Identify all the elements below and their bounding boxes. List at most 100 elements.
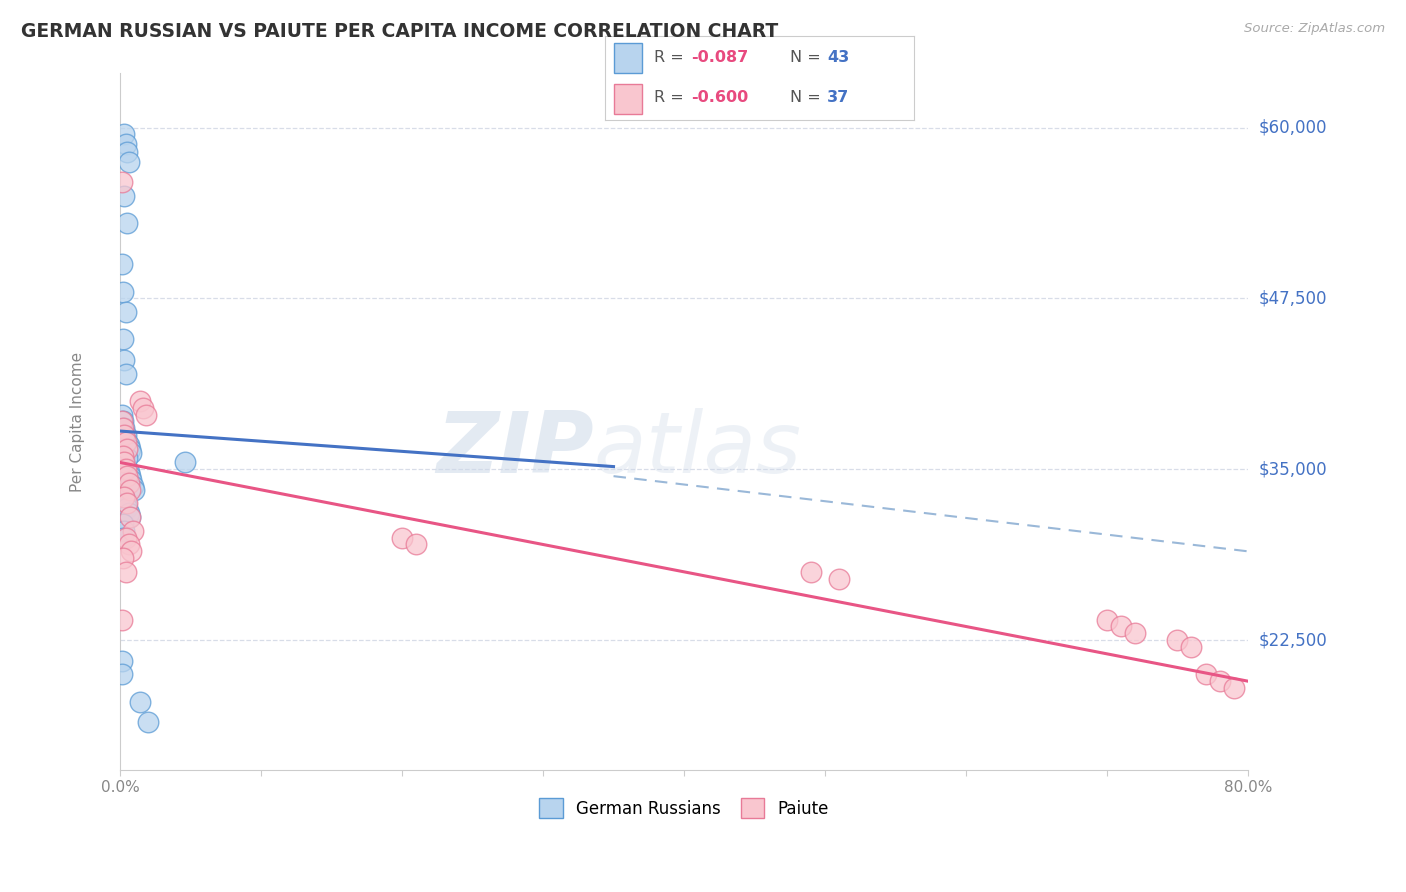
Text: GERMAN RUSSIAN VS PAIUTE PER CAPITA INCOME CORRELATION CHART: GERMAN RUSSIAN VS PAIUTE PER CAPITA INCO… [21, 22, 779, 41]
Point [114, 428, 136, 442]
Point [134, 408, 156, 422]
Point [121, 479, 143, 493]
Point [111, 285, 134, 299]
Text: R =: R = [654, 50, 689, 65]
Text: N =: N = [790, 90, 827, 105]
Point [115, 500, 138, 515]
Point [1180, 640, 1202, 654]
Point [114, 496, 136, 510]
Point [138, 715, 160, 730]
Point [1194, 667, 1216, 681]
Text: $60,000: $60,000 [1258, 119, 1327, 136]
Point [110, 257, 132, 271]
Text: ZIP: ZIP [436, 408, 593, 491]
Point [117, 154, 139, 169]
Text: $22,500: $22,500 [1258, 632, 1327, 649]
Point [1095, 613, 1118, 627]
Point [115, 216, 138, 230]
Point [111, 531, 134, 545]
Point [120, 446, 142, 460]
Point [112, 455, 135, 469]
Point [117, 506, 139, 520]
Text: Source: ZipAtlas.com: Source: ZipAtlas.com [1244, 22, 1385, 36]
Point [118, 510, 141, 524]
Point [174, 455, 197, 469]
Point [111, 449, 134, 463]
Text: N =: N = [790, 50, 827, 65]
Point [111, 333, 134, 347]
Point [131, 401, 153, 415]
Bar [614, 84, 641, 113]
Point [114, 367, 136, 381]
Point [118, 510, 141, 524]
Point [115, 462, 138, 476]
Point [115, 469, 138, 483]
Point [1123, 626, 1146, 640]
Bar [614, 44, 641, 73]
Point [112, 421, 135, 435]
Point [117, 465, 139, 479]
Point [110, 667, 132, 681]
Point [800, 565, 823, 579]
Text: -0.087: -0.087 [692, 50, 748, 65]
Point [118, 442, 141, 456]
Point [112, 128, 135, 142]
Point [114, 305, 136, 319]
Point [120, 544, 142, 558]
Point [118, 469, 141, 483]
Point [111, 421, 134, 435]
Point [1208, 674, 1230, 689]
Point [110, 654, 132, 668]
Point [114, 531, 136, 545]
Text: Per Capita Income: Per Capita Income [70, 351, 84, 491]
Text: atlas: atlas [593, 408, 801, 491]
Text: $35,000: $35,000 [1258, 460, 1327, 478]
Point [114, 459, 136, 474]
Point [117, 537, 139, 551]
Point [112, 524, 135, 538]
Point [114, 136, 136, 151]
Text: $47,500: $47,500 [1258, 290, 1327, 308]
Point [112, 353, 135, 368]
Point [115, 145, 138, 160]
Point [115, 496, 138, 510]
Text: -0.600: -0.600 [692, 90, 748, 105]
Point [110, 613, 132, 627]
Point [111, 451, 134, 466]
Text: 43: 43 [827, 50, 849, 65]
Point [391, 531, 413, 545]
Point [111, 551, 134, 566]
Point [112, 189, 135, 203]
Point [828, 572, 851, 586]
Point [110, 408, 132, 422]
Point [405, 537, 427, 551]
Point [112, 490, 135, 504]
Point [112, 428, 135, 442]
Point [110, 415, 132, 429]
Point [111, 516, 134, 531]
Point [114, 435, 136, 450]
Legend: German Russians, Paiute: German Russians, Paiute [533, 792, 835, 824]
Point [112, 455, 135, 469]
Point [121, 524, 143, 538]
Point [115, 451, 138, 466]
Point [114, 565, 136, 579]
Point [118, 483, 141, 497]
Text: 37: 37 [827, 90, 849, 105]
Point [115, 442, 138, 456]
Point [1223, 681, 1246, 695]
Point [114, 462, 136, 476]
Point [111, 415, 134, 429]
Point [117, 438, 139, 452]
Point [110, 175, 132, 189]
Point [1109, 619, 1132, 633]
Point [1166, 633, 1188, 648]
Text: R =: R = [654, 90, 689, 105]
Point [112, 490, 135, 504]
Point [120, 473, 142, 487]
Point [128, 394, 150, 409]
Point [115, 435, 138, 450]
Point [128, 695, 150, 709]
Point [122, 483, 145, 497]
Point [117, 475, 139, 490]
